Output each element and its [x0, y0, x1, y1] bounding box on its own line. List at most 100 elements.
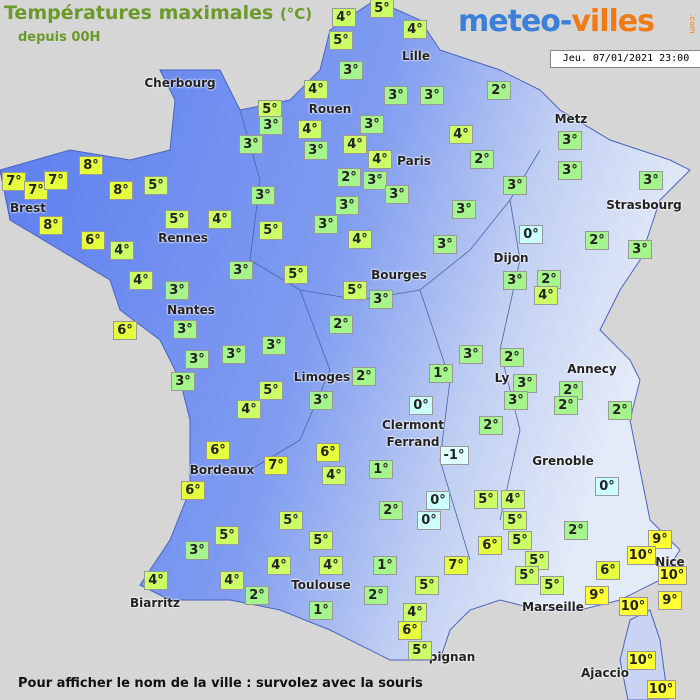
temperature-label[interactable]: 3° — [369, 290, 393, 309]
temperature-label[interactable]: 2° — [554, 396, 578, 415]
temperature-label[interactable]: 4° — [449, 125, 473, 144]
temperature-label[interactable]: 4° — [343, 135, 367, 154]
temperature-label[interactable]: 3° — [384, 86, 408, 105]
temperature-label[interactable]: 4° — [267, 556, 291, 575]
temperature-label[interactable]: 10° — [618, 597, 648, 616]
temperature-label[interactable]: 7° — [24, 181, 48, 200]
temperature-label[interactable]: 2° — [364, 586, 388, 605]
temperature-label[interactable]: 1° — [429, 364, 453, 383]
temperature-label[interactable]: 4° — [110, 241, 134, 260]
temperature-label[interactable]: 2° — [245, 586, 269, 605]
temperature-label[interactable]: 6° — [398, 621, 422, 640]
temperature-label[interactable]: 5° — [408, 641, 432, 660]
temperature-label[interactable]: 6° — [478, 536, 502, 555]
temperature-label[interactable]: 3° — [433, 235, 457, 254]
temperature-label[interactable]: 10° — [626, 651, 656, 670]
temperature-label[interactable]: 6° — [596, 561, 620, 580]
temperature-label[interactable]: 6° — [181, 481, 205, 500]
temperature-label[interactable]: 4° — [322, 466, 346, 485]
temperature-label[interactable]: 5° — [284, 265, 308, 284]
temperature-label[interactable]: 4° — [501, 490, 525, 509]
temperature-label[interactable]: 5° — [370, 0, 394, 18]
temperature-label[interactable]: 6° — [113, 321, 137, 340]
temperature-label[interactable]: 4° — [144, 571, 168, 590]
temperature-label[interactable]: 3° — [165, 281, 189, 300]
temperature-label[interactable]: 1° — [373, 556, 397, 575]
temperature-label[interactable]: 3° — [171, 372, 195, 391]
temperature-label[interactable]: 2° — [564, 521, 588, 540]
temperature-label[interactable]: 3° — [504, 391, 528, 410]
temperature-label[interactable]: 9° — [658, 591, 682, 610]
temperature-label[interactable]: 2° — [479, 416, 503, 435]
temperature-label[interactable]: 5° — [165, 210, 189, 229]
temperature-label[interactable]: 3° — [339, 61, 363, 80]
temperature-label[interactable]: 2° — [337, 168, 361, 187]
temperature-label[interactable]: 3° — [558, 131, 582, 150]
temperature-label[interactable]: 5° — [279, 511, 303, 530]
temperature-label[interactable]: 3° — [185, 541, 209, 560]
temperature-label[interactable]: 3° — [363, 171, 387, 190]
temperature-label[interactable]: 3° — [503, 176, 527, 195]
temperature-label[interactable]: 3° — [420, 86, 444, 105]
temperature-label[interactable]: 1° — [369, 460, 393, 479]
temperature-label[interactable]: 4° — [534, 286, 558, 305]
temperature-label[interactable]: 4° — [208, 210, 232, 229]
temperature-label[interactable]: 6° — [81, 231, 105, 250]
temperature-label[interactable]: 3° — [452, 200, 476, 219]
temperature-label[interactable]: 3° — [314, 215, 338, 234]
temperature-label[interactable]: 5° — [309, 531, 333, 550]
temperature-label[interactable]: 10° — [657, 566, 687, 585]
temperature-label[interactable]: 5° — [508, 531, 532, 550]
temperature-label[interactable]: 2° — [585, 231, 609, 250]
temperature-label[interactable]: 7° — [264, 456, 288, 475]
temperature-label[interactable]: 8° — [109, 181, 133, 200]
temperature-label[interactable]: 2° — [500, 348, 524, 367]
temperature-label[interactable]: 2° — [487, 81, 511, 100]
temperature-label[interactable]: 2° — [379, 501, 403, 520]
temperature-label[interactable]: 2° — [329, 315, 353, 334]
temperature-label[interactable]: 8° — [39, 216, 63, 235]
temperature-label[interactable]: 4° — [403, 20, 427, 39]
temperature-label[interactable]: 5° — [415, 576, 439, 595]
temperature-label[interactable]: 4° — [304, 80, 328, 99]
temperature-label[interactable]: -1° — [439, 446, 469, 465]
temperature-label[interactable]: 5° — [474, 490, 498, 509]
temperature-label[interactable]: 4° — [403, 603, 427, 622]
temperature-label[interactable]: 6° — [316, 443, 340, 462]
temperature-label[interactable]: 3° — [335, 196, 359, 215]
temperature-label[interactable]: 3° — [360, 115, 384, 134]
temperature-label[interactable]: 3° — [304, 141, 328, 160]
temperature-label[interactable]: 7° — [444, 556, 468, 575]
temperature-label[interactable]: 5° — [329, 31, 353, 50]
temperature-label[interactable]: 5° — [259, 381, 283, 400]
temperature-label[interactable]: 9° — [648, 530, 672, 549]
temperature-label[interactable]: 3° — [503, 271, 527, 290]
temperature-label[interactable]: 5° — [503, 511, 527, 530]
temperature-label[interactable]: 5° — [144, 176, 168, 195]
temperature-label[interactable]: 3° — [385, 185, 409, 204]
temperature-label[interactable]: 8° — [79, 156, 103, 175]
temperature-label[interactable]: 3° — [239, 135, 263, 154]
temperature-label[interactable]: 2° — [352, 367, 376, 386]
temperature-label[interactable]: 4° — [332, 8, 356, 27]
temperature-label[interactable]: 5° — [540, 576, 564, 595]
temperature-label[interactable]: 3° — [173, 320, 197, 339]
temperature-label[interactable]: 7° — [44, 171, 68, 190]
temperature-label[interactable]: 3° — [309, 391, 333, 410]
temperature-label[interactable]: 5° — [525, 551, 549, 570]
temperature-label[interactable]: 3° — [459, 345, 483, 364]
logo[interactable]: meteo-villes — [458, 4, 655, 39]
temperature-label[interactable]: 4° — [220, 571, 244, 590]
temperature-label[interactable]: 4° — [368, 150, 392, 169]
temperature-label[interactable]: 3° — [558, 161, 582, 180]
temperature-label[interactable]: 3° — [628, 240, 652, 259]
temperature-label[interactable]: 7° — [2, 172, 26, 191]
temperature-label[interactable]: 5° — [515, 566, 539, 585]
temperature-label[interactable]: 4° — [348, 230, 372, 249]
temperature-label[interactable]: 3° — [222, 345, 246, 364]
temperature-label[interactable]: 0° — [409, 396, 433, 415]
temperature-label[interactable]: 0° — [426, 491, 450, 510]
temperature-label[interactable]: 6° — [206, 441, 230, 460]
temperature-label[interactable]: 4° — [319, 556, 343, 575]
temperature-label[interactable]: 0° — [519, 225, 543, 244]
